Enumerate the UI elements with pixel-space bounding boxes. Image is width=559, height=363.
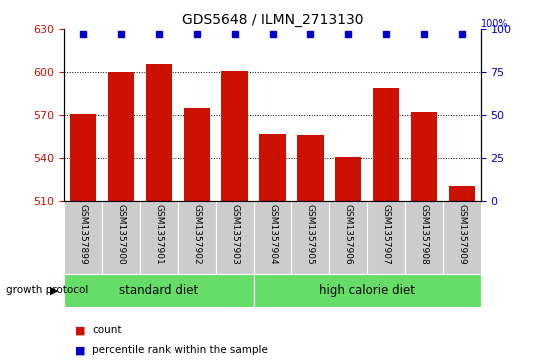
- Title: GDS5648 / ILMN_2713130: GDS5648 / ILMN_2713130: [182, 13, 363, 26]
- Text: count: count: [92, 325, 122, 335]
- Bar: [140, 201, 178, 274]
- Bar: [254, 274, 481, 307]
- Bar: [448, 185, 475, 201]
- Text: GSM1357903: GSM1357903: [230, 204, 239, 265]
- Bar: [297, 135, 324, 201]
- Bar: [102, 201, 140, 274]
- Text: GSM1357907: GSM1357907: [382, 204, 391, 265]
- Bar: [64, 274, 254, 307]
- Bar: [64, 201, 102, 274]
- Text: GSM1357902: GSM1357902: [192, 204, 201, 265]
- Text: standard diet: standard diet: [119, 284, 198, 297]
- Text: GSM1357904: GSM1357904: [268, 204, 277, 265]
- Bar: [367, 201, 405, 274]
- Bar: [443, 201, 481, 274]
- Bar: [254, 201, 291, 274]
- Bar: [373, 88, 399, 201]
- Text: GSM1357899: GSM1357899: [79, 204, 88, 265]
- Bar: [405, 201, 443, 274]
- Bar: [216, 201, 254, 274]
- Bar: [221, 71, 248, 201]
- Text: ▶: ▶: [50, 285, 59, 295]
- Text: GSM1357906: GSM1357906: [344, 204, 353, 265]
- Bar: [178, 201, 216, 274]
- Bar: [183, 108, 210, 201]
- Bar: [108, 72, 134, 201]
- Text: GSM1357908: GSM1357908: [419, 204, 428, 265]
- Bar: [329, 201, 367, 274]
- Text: high calorie diet: high calorie diet: [319, 284, 415, 297]
- Text: growth protocol: growth protocol: [6, 285, 88, 295]
- Text: 100%: 100%: [481, 19, 508, 29]
- Bar: [335, 157, 362, 201]
- Text: GSM1357905: GSM1357905: [306, 204, 315, 265]
- Text: GSM1357901: GSM1357901: [154, 204, 163, 265]
- Text: GSM1357909: GSM1357909: [457, 204, 466, 265]
- Text: ■: ■: [75, 345, 86, 355]
- Text: ■: ■: [75, 325, 86, 335]
- Bar: [259, 134, 286, 201]
- Text: percentile rank within the sample: percentile rank within the sample: [92, 345, 268, 355]
- Bar: [70, 114, 97, 201]
- Bar: [411, 113, 437, 201]
- Text: GSM1357900: GSM1357900: [117, 204, 126, 265]
- Bar: [146, 64, 172, 201]
- Bar: [291, 201, 329, 274]
